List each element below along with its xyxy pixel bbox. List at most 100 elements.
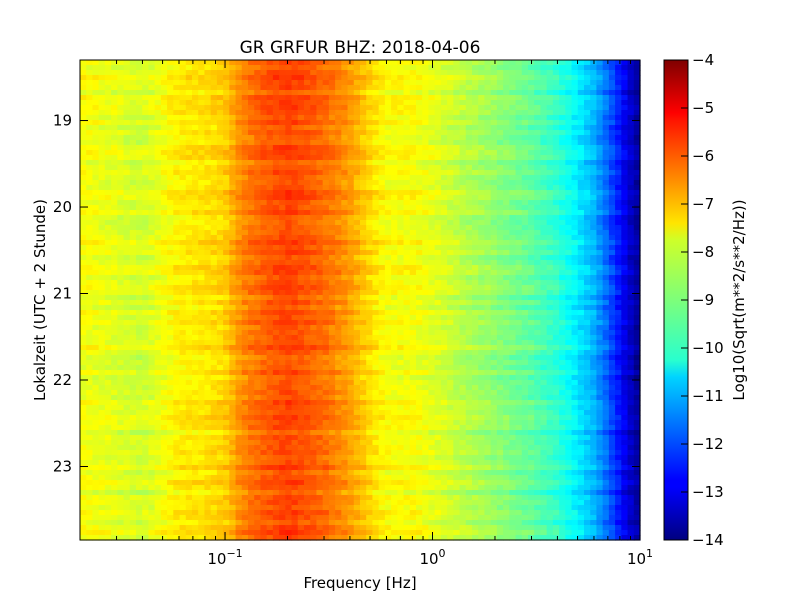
- heatmap-cell: [154, 200, 162, 206]
- heatmap-cell: [372, 250, 380, 256]
- heatmap-cell: [310, 270, 318, 276]
- heatmap-cell: [136, 130, 143, 136]
- heatmap-cell: [310, 100, 318, 106]
- heatmap-cell: [104, 265, 112, 271]
- heatmap-cell: [378, 325, 386, 331]
- heatmap-cell: [248, 290, 255, 296]
- heatmap-cell: [223, 405, 230, 411]
- heatmap-cell: [378, 350, 386, 356]
- heatmap-cell: [223, 225, 230, 231]
- heatmap-cell: [210, 535, 218, 541]
- heatmap-cell: [241, 295, 249, 301]
- heatmap-cell: [384, 500, 392, 506]
- heatmap-cell: [266, 405, 274, 411]
- heatmap-cell: [272, 250, 280, 256]
- heatmap-cell: [304, 210, 311, 216]
- heatmap-cell: [341, 375, 349, 381]
- heatmap-cell: [266, 75, 274, 81]
- heatmap-cell: [142, 255, 150, 261]
- heatmap-cell: [297, 105, 305, 111]
- heatmap-cell: [136, 190, 143, 196]
- heatmap-cell: [154, 430, 162, 436]
- heatmap-cell: [384, 465, 392, 471]
- heatmap-cell: [285, 315, 293, 321]
- heatmap-cell: [297, 215, 305, 221]
- heatmap-cell: [241, 320, 249, 326]
- heatmap-cell: [223, 400, 230, 406]
- heatmap-cell: [272, 465, 280, 471]
- heatmap-cell: [123, 245, 131, 251]
- heatmap-cell: [272, 490, 280, 496]
- heatmap-cell: [272, 385, 280, 391]
- heatmap-cell: [341, 200, 349, 206]
- heatmap-cell: [378, 345, 386, 351]
- heatmap-cell: [98, 455, 106, 461]
- heatmap-cell: [216, 375, 224, 381]
- heatmap-cell: [136, 520, 143, 526]
- heatmap-cell: [316, 340, 324, 346]
- heatmap-cell: [223, 125, 230, 131]
- heatmap-cell: [154, 155, 162, 161]
- heatmap-cell: [310, 245, 318, 251]
- heatmap-cell: [248, 205, 255, 211]
- heatmap-cell: [185, 455, 193, 461]
- heatmap-cell: [241, 160, 249, 166]
- heatmap-cell: [204, 285, 212, 291]
- heatmap-cell: [142, 205, 150, 211]
- heatmap-cell: [160, 160, 168, 166]
- heatmap-cell: [272, 500, 280, 506]
- heatmap-cell: [353, 355, 361, 361]
- heatmap-cell: [347, 365, 355, 371]
- heatmap-cell: [216, 340, 224, 346]
- heatmap-cell: [304, 130, 311, 136]
- heatmap-cell: [216, 220, 224, 226]
- heatmap-cell: [322, 465, 330, 471]
- heatmap-cell: [129, 90, 137, 96]
- heatmap-cell: [198, 250, 206, 256]
- heatmap-cell: [198, 350, 206, 356]
- heatmap-cell: [142, 325, 150, 331]
- heatmap-cell: [304, 115, 311, 121]
- heatmap-cell: [185, 335, 193, 341]
- heatmap-cell: [179, 190, 187, 196]
- heatmap-cell: [148, 465, 156, 471]
- heatmap-cell: [192, 395, 199, 401]
- heatmap-cell: [167, 320, 174, 326]
- heatmap-cell: [136, 90, 143, 96]
- heatmap-cell: [310, 485, 318, 491]
- heatmap-cell: [279, 500, 286, 506]
- heatmap-cell: [86, 505, 94, 511]
- heatmap-cell: [192, 150, 199, 156]
- heatmap-cell: [148, 210, 156, 216]
- heatmap-cell: [104, 110, 112, 116]
- heatmap-cell: [123, 445, 131, 451]
- heatmap-cell: [80, 125, 87, 131]
- heatmap-cell: [297, 140, 305, 146]
- heatmap-cell: [98, 395, 106, 401]
- heatmap-cell: [378, 155, 386, 161]
- heatmap-cell: [248, 105, 255, 111]
- heatmap-cell: [142, 245, 150, 251]
- heatmap-cell: [142, 315, 150, 321]
- heatmap-cell: [104, 360, 112, 366]
- heatmap-cell: [241, 430, 249, 436]
- heatmap-cell: [397, 255, 405, 261]
- heatmap-cell: [148, 530, 156, 536]
- heatmap-cell: [291, 140, 299, 146]
- heatmap-cell: [266, 205, 274, 211]
- heatmap-cell: [260, 120, 268, 126]
- heatmap-cell: [322, 125, 330, 131]
- heatmap-cell: [279, 180, 286, 186]
- heatmap-cell: [260, 490, 268, 496]
- heatmap-cell: [129, 215, 137, 221]
- heatmap-cell: [129, 335, 137, 341]
- heatmap-cell: [80, 330, 87, 336]
- heatmap-cell: [366, 380, 374, 386]
- heatmap-cell: [92, 155, 100, 161]
- heatmap-cell: [291, 205, 299, 211]
- heatmap-cell: [136, 505, 143, 511]
- heatmap-cell: [235, 445, 243, 451]
- heatmap-cell: [117, 295, 125, 301]
- heatmap-cell: [198, 465, 206, 471]
- heatmap-cell: [316, 465, 324, 471]
